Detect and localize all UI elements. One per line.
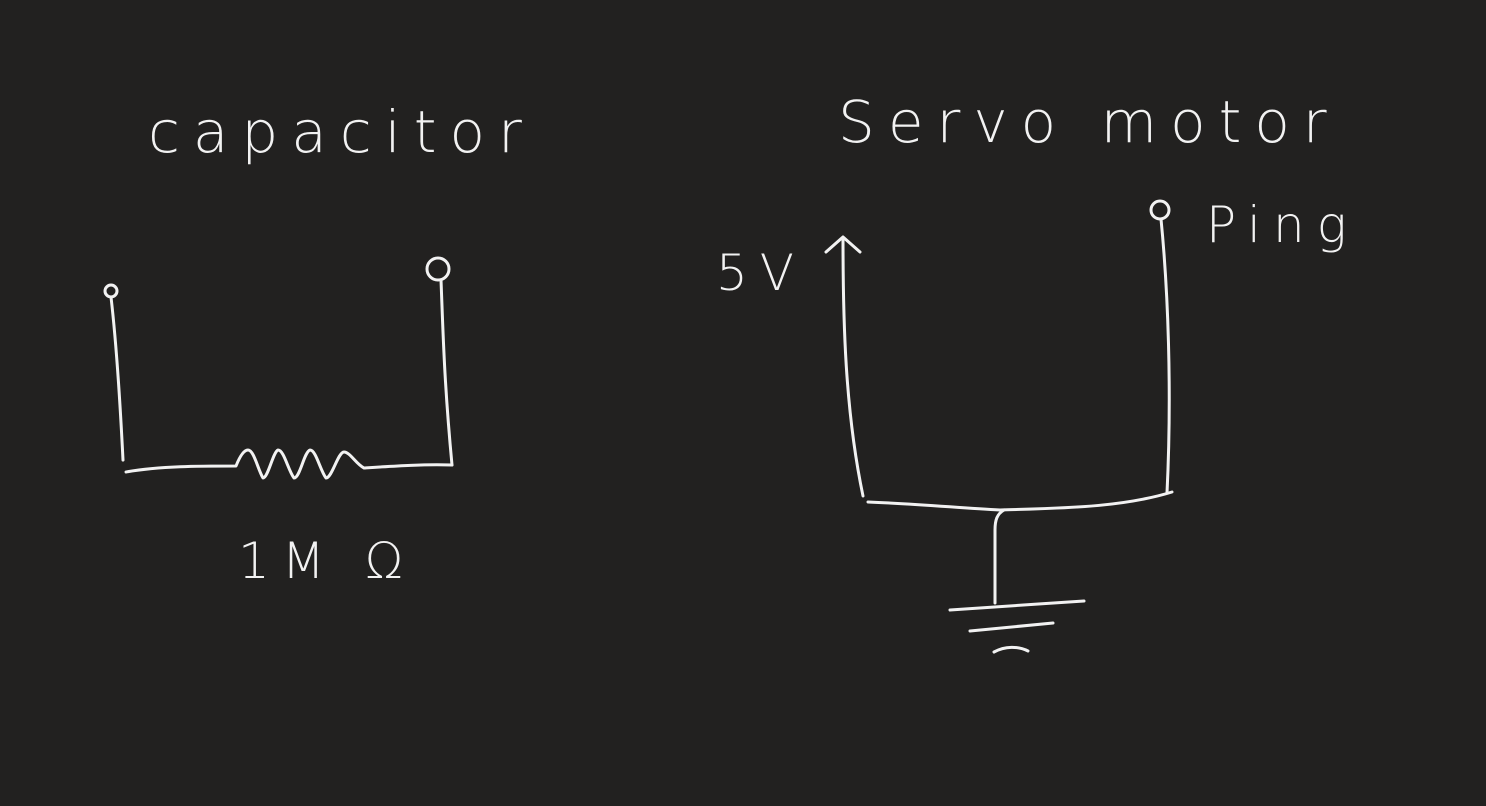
right-lead-wire: [439, 278, 454, 467]
signal-wire: [1159, 217, 1171, 495]
ground-icon: [948, 599, 1086, 654]
left-lead-wire: [109, 295, 125, 462]
right-terminal: [425, 256, 451, 282]
signal-pin-label: Ping: [1206, 196, 1359, 254]
servo-title: Servo motor: [838, 88, 1340, 156]
resistor-symbol: [124, 448, 454, 480]
servo-motor-diagram: Servo motor 5V Ping: [716, 88, 1359, 654]
signal-terminal: [1149, 199, 1171, 221]
capacitor-title: capacitor: [148, 98, 535, 166]
ground-lead: [993, 508, 1006, 605]
supply-voltage-label: 5V: [716, 244, 806, 302]
resistor-label: 1M Ω: [238, 532, 415, 590]
supply-wire: [841, 236, 865, 498]
common-bus-wire: [866, 490, 1174, 512]
left-terminal: [103, 283, 119, 299]
capacitor-diagram: capacitor 1M Ω: [103, 98, 535, 590]
